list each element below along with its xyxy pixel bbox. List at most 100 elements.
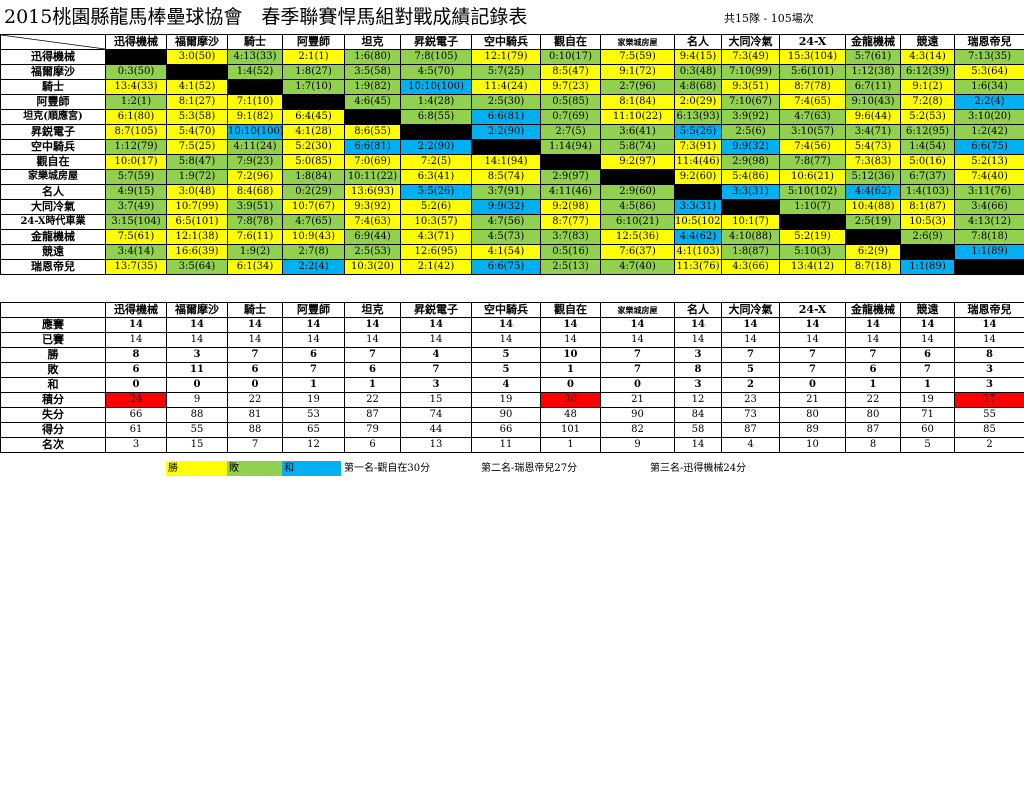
match-result-cell: 6:10(21) [600, 214, 675, 230]
standings-value-cell: 79 [344, 422, 401, 438]
matrix-row-header: 坦克(順應宮) [0, 109, 106, 125]
standings-value-cell: 65 [282, 422, 345, 438]
match-result-cell: 7:5(61) [105, 229, 167, 245]
match-result-cell: 6:1(80) [105, 109, 167, 125]
standings-value-cell: 3 [674, 377, 722, 393]
standings-value-cell: 10 [540, 347, 601, 363]
standings-col-header: 昇鋭電子 [400, 302, 472, 318]
match-result-cell: 6:12(95) [900, 124, 955, 140]
standings-value-cell: 9 [600, 437, 675, 453]
standings-value-cell: 21 [600, 392, 675, 408]
standings-value-cell: 6 [344, 437, 401, 453]
match-result-cell: 10:7(67) [282, 199, 345, 215]
standings-value-cell: 0 [540, 377, 601, 393]
match-result-cell: 7:8(105) [400, 49, 472, 65]
match-result-cell: 10:9(43) [282, 229, 345, 245]
standings-value-cell: 5 [900, 437, 955, 453]
match-result-cell: 4:3(71) [400, 229, 472, 245]
match-result-cell: 2:5(53) [344, 244, 401, 260]
match-result-cell: 8:7(105) [105, 124, 167, 140]
match-result-cell: 3:7(91) [471, 184, 541, 200]
match-result-cell: 2:5(19) [845, 214, 901, 230]
match-result-cell: 2:5(13) [540, 259, 601, 275]
standings-value-cell: 3 [954, 377, 1024, 393]
match-result-cell: 1:6(34) [954, 79, 1024, 95]
match-result-cell: 10:10(100) [400, 79, 472, 95]
match-result-cell: 1:8(27) [282, 64, 345, 80]
standings-row: 得分 61 55 88 65 79 44 66 101 82 58 87 89 87 60 85 [0, 422, 1024, 438]
standings-row-label: 已賽 [0, 332, 106, 348]
standings-row-label: 名次 [0, 437, 106, 453]
matrix-col-header: 福爾摩沙 [166, 34, 228, 50]
standings-value-cell: 12 [282, 437, 345, 453]
match-result-cell: 9:1(72) [600, 64, 675, 80]
match-result-cell: 2:9(60) [600, 184, 675, 200]
match-result-cell: 6:5(101) [166, 214, 228, 230]
match-result-cell: 8:5(74) [471, 169, 541, 185]
standings-value-cell: 60 [900, 422, 955, 438]
standings-row-label: 應賽 [0, 317, 106, 333]
standings-row: 敗 6 11 6 7 6 7 5 1 7 8 5 7 6 7 3 [0, 362, 1024, 378]
match-result-cell: 6:4(45) [282, 109, 345, 125]
standings-value-cell: 19 [471, 392, 541, 408]
standings-value-cell: 3 [674, 347, 722, 363]
match-result-cell: 7:13(35) [954, 49, 1024, 65]
standings-value-cell: 14 [400, 332, 472, 348]
standings-value-cell: 14 [721, 332, 780, 348]
match-result-cell: 15:3(104) [779, 49, 846, 65]
match-result-cell: 4:13(33) [227, 49, 283, 65]
match-result-cell: 6:7(37) [900, 169, 955, 185]
matrix-col-header: 24-X [779, 34, 846, 50]
standings-value-cell: 3 [400, 377, 472, 393]
match-result-cell: 6:9(44) [344, 229, 401, 245]
match-result-cell: 7:3(91) [674, 139, 722, 155]
standings-value-cell: 1 [344, 377, 401, 393]
matrix-row: 金龍機械 7:5(61) 12:1(38) 7:6(11) 10:9(43) 6:9(44… [0, 229, 1024, 245]
match-result-cell: 2:1(42) [400, 259, 472, 275]
standings-value-cell: 14 [779, 332, 846, 348]
match-result-cell: 1:10(7) [779, 199, 846, 215]
match-result-cell: 7:4(63) [344, 214, 401, 230]
match-result-cell: 4:3(14) [900, 49, 955, 65]
standings-value-cell: 13 [400, 437, 472, 453]
matrix-col-header: 名人 [674, 34, 722, 50]
standings-value-cell: 14 [227, 332, 283, 348]
match-result-cell: 13:4(33) [105, 79, 167, 95]
match-result-cell: 9:2(97) [600, 154, 675, 170]
match-result-cell: 3:7(49) [105, 199, 167, 215]
match-result-cell: 10:10(100) [227, 124, 283, 140]
matrix-row: 坦克(順應宮) 6:1(80) 5:3(58) 9:1(82) 6:4(45) 6:8(5… [0, 109, 1024, 125]
total-games-label: 共15隊 - 105場次 [724, 12, 814, 25]
match-result-cell: 14:1(94) [471, 154, 541, 170]
self-match-cell [600, 169, 675, 185]
standings-value-cell: 44 [400, 422, 472, 438]
match-result-cell: 4:7(65) [282, 214, 345, 230]
standings-value-cell: 7 [600, 347, 675, 363]
matrix-row-header: 迅得機械 [0, 49, 106, 65]
match-result-cell: 3:0(50) [166, 49, 228, 65]
match-result-cell: 6:8(55) [400, 109, 472, 125]
standings-value-cell: 0 [600, 377, 675, 393]
legend-tie: 和 [282, 461, 341, 476]
standings-value-cell: 14 [674, 317, 722, 333]
standings-value-cell: 7 [282, 362, 345, 378]
match-result-cell: 11:3(76) [674, 259, 722, 275]
standings-value-cell: 14 [282, 332, 345, 348]
standings-value-cell: 80 [779, 407, 846, 423]
match-result-cell: 5:2(30) [282, 139, 345, 155]
standings-col-header: 名人 [674, 302, 722, 318]
match-result-cell: 5:12(36) [845, 169, 901, 185]
standings-value-cell: 14 [674, 437, 722, 453]
standings-value-cell: 14 [344, 332, 401, 348]
standings-row: 積分 24 9 22 19 22 15 19 30 21 12 23 21 22 19 27 [0, 392, 1024, 408]
standings-value-cell: 10 [779, 437, 846, 453]
match-result-cell: 11:10(22) [600, 109, 675, 125]
standings-value-cell: 7 [779, 347, 846, 363]
match-result-cell: 6:3(41) [400, 169, 472, 185]
standings-value-cell: 84 [674, 407, 722, 423]
matrix-corner-cell [0, 34, 106, 50]
match-result-cell: 10:11(22) [344, 169, 401, 185]
matrix-row-header: 家樂城房屋 [0, 169, 106, 185]
standings-value-cell: 87 [721, 422, 780, 438]
matrix-row: 空中騎兵 1:12(79) 7:5(25) 4:11(24) 5:2(30) 6:6(81… [0, 139, 1024, 155]
